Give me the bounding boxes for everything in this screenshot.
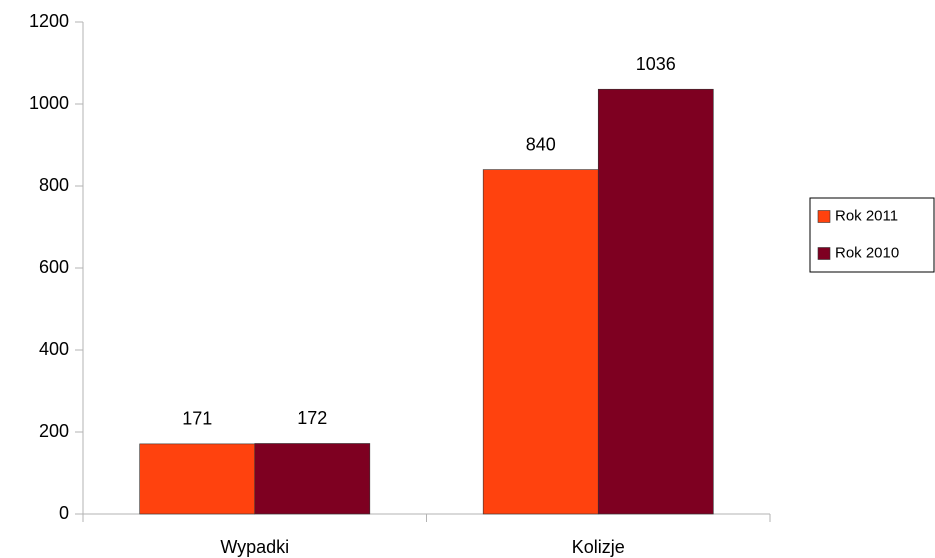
- y-tick-label: 600: [39, 257, 69, 277]
- bar: [254, 443, 371, 515]
- y-tick-label: 1000: [29, 93, 69, 113]
- data-label: 1036: [636, 54, 676, 74]
- y-tick-label: 1200: [29, 11, 69, 31]
- data-label: 171: [182, 409, 212, 429]
- y-tick-label: 400: [39, 339, 69, 359]
- legend-label: Rok 2011: [835, 207, 898, 224]
- legend-box: [809, 197, 935, 273]
- bar: [597, 88, 714, 515]
- y-tick-label: 0: [59, 503, 69, 523]
- data-label: 840: [526, 134, 556, 154]
- x-tick-label: Kolizje: [572, 537, 625, 557]
- x-tick-label: Wypadki: [220, 537, 289, 557]
- data-label: 172: [297, 408, 327, 428]
- bar: [482, 169, 599, 515]
- y-tick-label: 200: [39, 421, 69, 441]
- y-tick-label: 800: [39, 175, 69, 195]
- legend-swatch: [817, 247, 831, 260]
- legend: Rok 2011 Rok 2010: [809, 197, 935, 273]
- legend-swatch: [817, 210, 831, 223]
- legend-label: Rok 2010: [835, 244, 899, 261]
- bar: [139, 443, 256, 515]
